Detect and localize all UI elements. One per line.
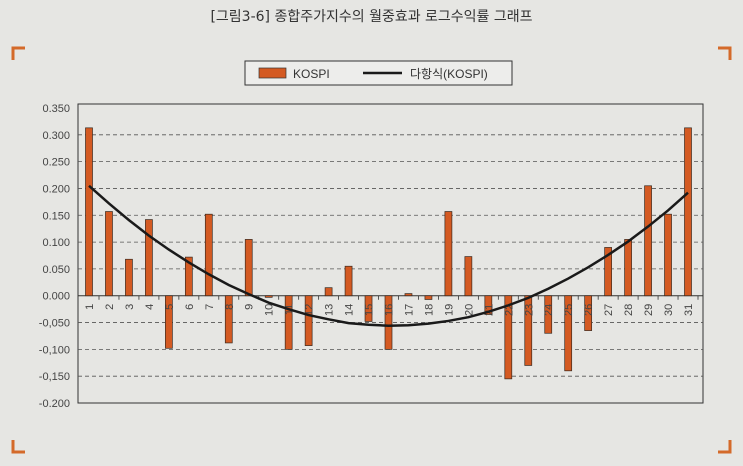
trendline-polynomial	[88, 184, 689, 328]
bar-20	[464, 256, 473, 297]
bar-8	[224, 295, 233, 344]
bar-22	[504, 295, 513, 380]
plot-area	[77, 103, 704, 404]
bar-3	[125, 258, 133, 297]
bar-25	[564, 295, 573, 372]
x-tick-label: 4	[144, 304, 156, 310]
corner-mark	[718, 440, 732, 454]
bar-10	[264, 295, 273, 298]
y-tick-label: 0.150	[42, 210, 70, 222]
legend-bar-swatch	[258, 67, 287, 79]
bar-30	[664, 213, 672, 297]
x-tick-label: 17	[403, 304, 415, 316]
y-tick-label: 0.100	[42, 237, 70, 249]
bar-9	[244, 239, 253, 297]
bar-14	[344, 265, 353, 297]
corner-mark	[718, 46, 732, 60]
x-tick-label: 7	[204, 304, 216, 310]
frame-corners	[11, 46, 732, 454]
x-tick-label: 6	[184, 304, 196, 310]
bar-15	[364, 295, 373, 322]
bar-29	[644, 185, 652, 297]
bar-27	[604, 247, 612, 297]
bar-19	[444, 211, 453, 297]
bar-21	[484, 295, 493, 315]
x-tick-label: 27	[603, 304, 615, 316]
bar-12	[304, 295, 313, 346]
x-tick-label: 31	[683, 304, 695, 316]
bar-24	[544, 295, 553, 334]
x-tick-label: 16	[384, 304, 396, 316]
x-tick-label: 5	[164, 304, 176, 310]
bar-1	[85, 127, 93, 297]
x-tick-label: 25	[563, 304, 575, 316]
bar-5	[165, 295, 173, 349]
x-tick-label: 20	[463, 304, 475, 316]
bar-6	[184, 256, 193, 297]
legend-label-kospi: KOSPI	[293, 67, 330, 81]
y-tick-label: -0,050	[39, 318, 70, 330]
y-tick-label: 0.200	[42, 183, 70, 195]
bar-11	[284, 295, 293, 350]
bar-2	[105, 211, 113, 297]
corner-mark	[11, 46, 25, 60]
bar-4	[145, 219, 153, 297]
bar-31	[684, 127, 692, 297]
x-tick-label: 29	[643, 304, 655, 316]
y-tick-label: -0.200	[39, 398, 70, 410]
bar-17	[404, 293, 413, 297]
x-tick-label: 18	[423, 304, 435, 316]
y-tick-label: -0,150	[39, 371, 70, 383]
x-tick-label: 12	[304, 304, 316, 316]
x-tick-label: 19	[443, 304, 455, 316]
y-tick-label: 0.300	[42, 130, 70, 142]
x-tick-label: 13	[324, 304, 336, 316]
x-tick-label: 8	[224, 304, 236, 310]
bar-18	[424, 295, 433, 300]
bar-26	[584, 295, 593, 331]
x-tick-label: 1	[84, 304, 96, 310]
x-tick-label: 24	[543, 304, 555, 316]
y-tick-label: 0.050	[42, 264, 70, 276]
bar-28	[624, 239, 632, 297]
bar-7	[204, 213, 213, 297]
corner-mark	[11, 440, 25, 454]
legend-label-trend: 다항식(KOSPI)	[410, 67, 488, 81]
x-tick-label: 3	[124, 304, 136, 310]
x-tick-label: 14	[344, 304, 356, 316]
x-tick-label: 26	[583, 304, 595, 316]
y-tick-label: 0.250	[42, 157, 70, 169]
x-tick-label: 9	[244, 304, 256, 310]
bar-16	[384, 295, 393, 350]
x-tick-label: 23	[523, 304, 535, 316]
x-tick-label: 15	[364, 304, 376, 316]
chart-title: [그림3-6] 종합주가지수의 월중효과 로그수익률 그래프	[210, 9, 533, 25]
x-tick-label: 28	[623, 304, 635, 316]
bar-13	[324, 287, 333, 297]
y-tick-label: 0.350	[42, 103, 70, 115]
y-tick-label: 0.000	[42, 291, 70, 303]
x-tick-label: 30	[663, 304, 675, 316]
legend: KOSPI 다항식(KOSPI)	[244, 60, 513, 86]
x-tick-label: 2	[104, 304, 116, 310]
x-tick-label: 10	[264, 304, 276, 316]
y-tick-label: -0,100	[39, 344, 70, 356]
bar-23	[524, 295, 533, 366]
